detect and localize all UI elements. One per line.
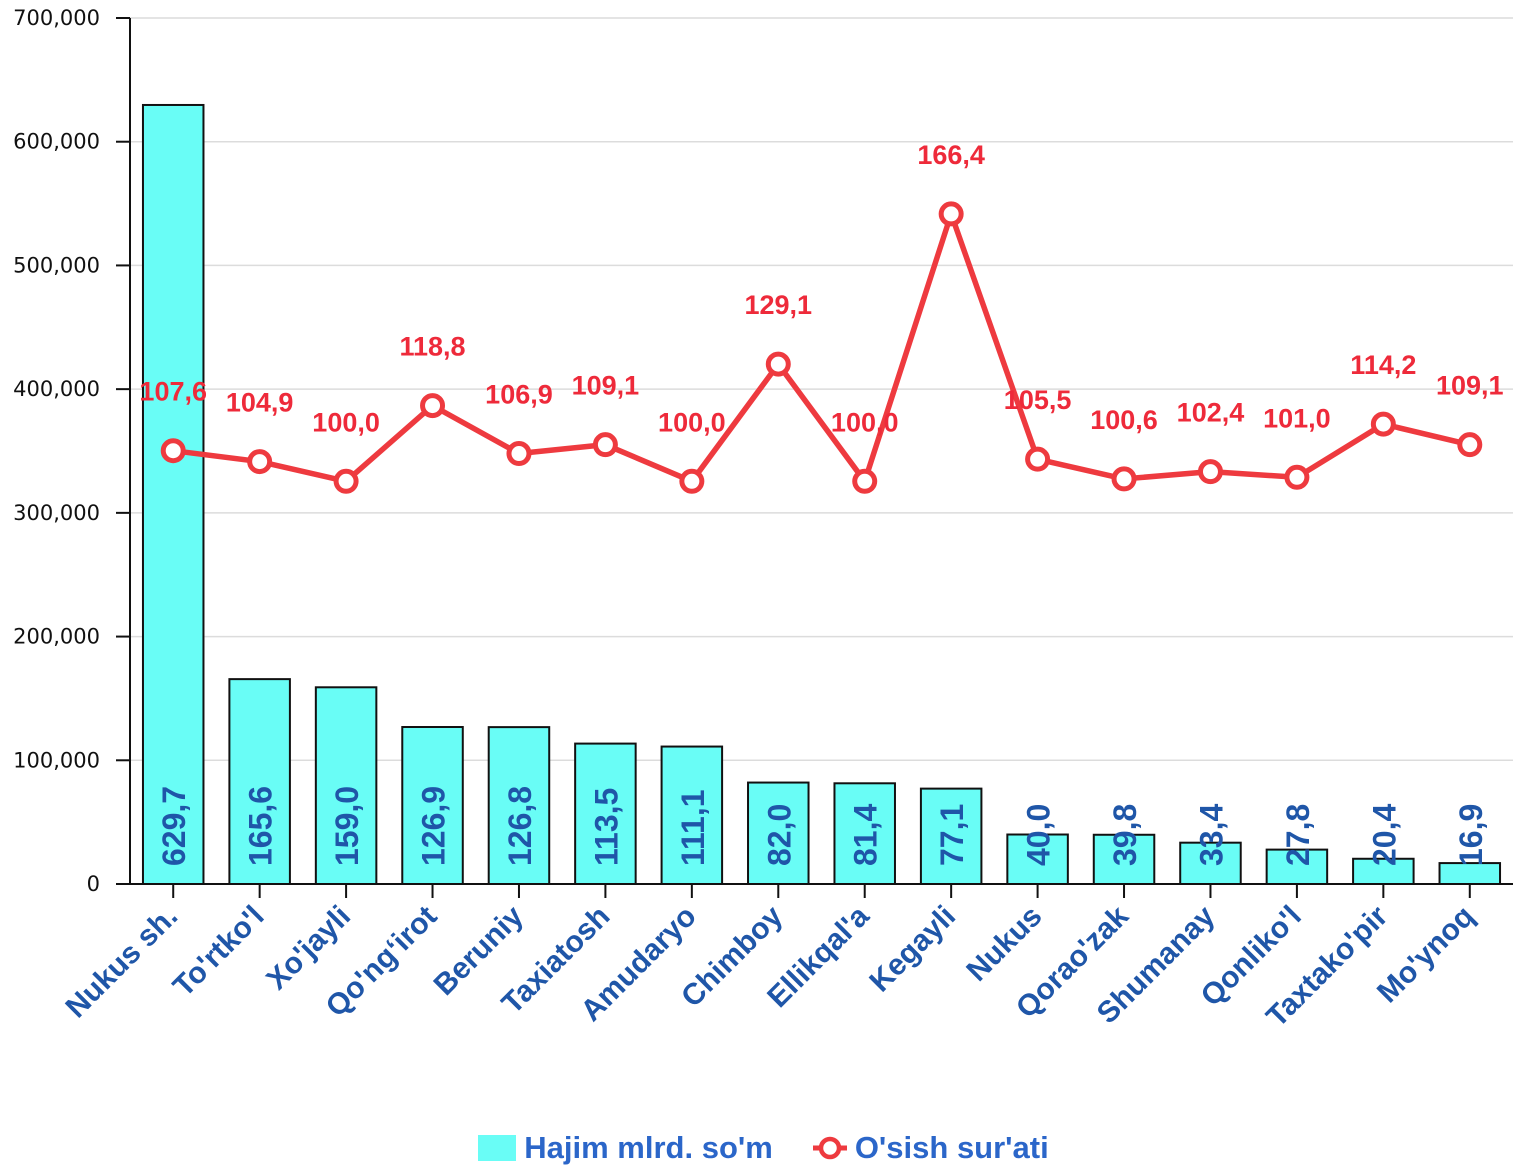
- bar: [141, 103, 205, 886]
- line-point: [333, 468, 359, 494]
- bar: [919, 787, 983, 885]
- line-data-label: 104,9: [226, 388, 294, 418]
- line-point: [1025, 446, 1051, 472]
- legend-line-label: O'sish sur'ati: [854, 1130, 1049, 1165]
- bar-data-label: 77,1: [934, 804, 970, 866]
- line-point: [592, 432, 618, 458]
- bar: [1352, 857, 1415, 885]
- legend-bar-swatch: [478, 1135, 517, 1161]
- line-data-label: 100,0: [658, 407, 726, 437]
- bar-data-label: 159,0: [329, 786, 365, 866]
- chart-canvas: 0 100,000 200,000 300,000 400,000 500,000 600,…: [13, 6, 1513, 1034]
- legend-line-swatch: [812, 1136, 847, 1160]
- bar: [228, 678, 291, 885]
- line-data-label: 100,0: [831, 407, 899, 437]
- bar: [314, 686, 378, 886]
- line-data-label: 109,1: [1436, 371, 1504, 401]
- bar: [1179, 841, 1242, 886]
- line-data-label: 118,8: [399, 332, 465, 362]
- bar-data-label: 40,0: [1021, 804, 1057, 866]
- line-point: [679, 468, 705, 494]
- line-point: [160, 438, 186, 464]
- bar: [487, 726, 551, 886]
- x-tick-label: To'rtko'l: [167, 900, 271, 1004]
- line-point: [852, 468, 878, 494]
- line-data-label: 109,1: [572, 371, 640, 401]
- line-point: [247, 449, 273, 475]
- line-series: [172, 211, 1471, 485]
- line-data-label: 105,5: [1004, 385, 1072, 415]
- legend: Hajim mlrd. so'm O'sish sur'ati: [0, 1128, 1527, 1168]
- bar-data-label: 82,0: [761, 804, 797, 866]
- bar: [1092, 833, 1156, 886]
- bar-data-label: 81,4: [848, 804, 884, 866]
- bar-data-label: 20,4: [1366, 804, 1402, 866]
- line-data-label: 114,2: [1350, 350, 1416, 380]
- line-point: [1370, 411, 1396, 437]
- legend-item-line[interactable]: O'sish sur'ati: [812, 1130, 1049, 1166]
- line-data-label: 166,4: [917, 140, 985, 170]
- line-data-label: 100,0: [312, 407, 380, 437]
- legend-bar-label: Hajim mlrd. so'm: [524, 1130, 773, 1165]
- y-tick-label: 400,000: [13, 377, 100, 401]
- y-tick-label: 200,000: [13, 625, 100, 649]
- bar-data-label: 111,1: [675, 789, 711, 866]
- line-data-label: 107,6: [139, 377, 207, 407]
- y-tick-label: 0: [87, 872, 100, 896]
- bar-data-label: 27,8: [1280, 804, 1316, 866]
- line-point: [1111, 466, 1137, 492]
- y-tick-label: 600,000: [13, 130, 100, 154]
- line-point: [1197, 459, 1223, 485]
- bar: [401, 726, 464, 886]
- line-point: [506, 441, 532, 467]
- y-tick-label: 300,000: [13, 501, 100, 525]
- line-data-label: 129,1: [744, 290, 812, 320]
- x-tick-label: Mo'ynoq: [1371, 900, 1481, 1010]
- line-point: [938, 201, 964, 227]
- bar-data-label: 126,9: [416, 786, 452, 866]
- bar-data-label: 16,9: [1453, 804, 1489, 866]
- bar-data-label: 33,4: [1193, 804, 1229, 866]
- bar-data-label: 629,7: [156, 786, 192, 866]
- line-point: [1284, 464, 1310, 490]
- legend-item-bar[interactable]: Hajim mlrd. so'm: [478, 1130, 773, 1166]
- bar: [833, 782, 896, 885]
- line-data-label: 102,4: [1177, 398, 1245, 428]
- x-tick-label: Kegayli: [863, 900, 962, 999]
- line-data-label: 101,0: [1263, 403, 1331, 433]
- line-point: [1457, 432, 1483, 458]
- bar-data-label: 165,6: [243, 786, 279, 866]
- bar-data-label: 126,8: [502, 786, 538, 866]
- x-tick-label: Nukus sh.: [59, 900, 184, 1025]
- line-data-label: 100,6: [1090, 405, 1158, 435]
- y-tick-label: 100,000: [13, 748, 100, 772]
- line-data-label: 106,9: [485, 380, 553, 410]
- line-point: [765, 351, 791, 377]
- line-point: [420, 393, 446, 419]
- y-tick-label: 700,000: [13, 6, 100, 30]
- bar-data-label: 39,8: [1107, 804, 1143, 866]
- bar-data-label: 113,5: [588, 788, 624, 866]
- y-tick-label: 500,000: [13, 253, 100, 277]
